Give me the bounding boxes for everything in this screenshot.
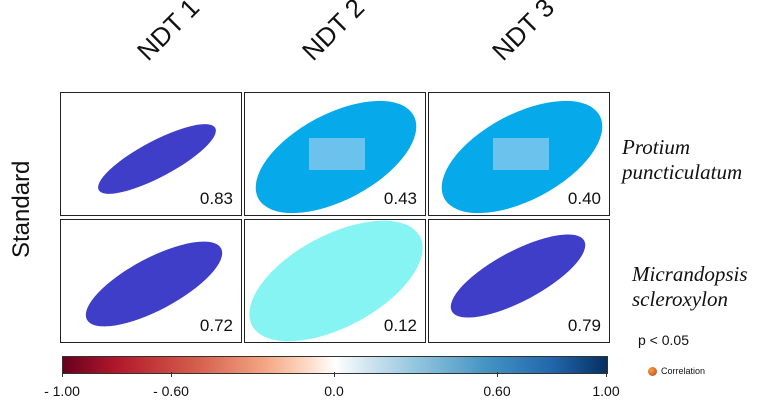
color-scale-bar (62, 356, 608, 374)
significance-box (309, 138, 365, 170)
row-axis-label: Standard (8, 160, 35, 258)
correlation-value: 0.83 (199, 189, 233, 208)
matrix-cell: 0.83 (60, 92, 242, 216)
scale-tick-label: 0.60 (483, 383, 511, 399)
significance-box (493, 138, 549, 170)
correlation-value: 0.43 (383, 189, 417, 208)
correlation-legend-icon (648, 366, 657, 376)
correlation-ellipse (450, 234, 586, 318)
matrix-cell: 0.40 (428, 92, 610, 216)
column-label-ndt-3: NDT 3 (486, 0, 561, 67)
legend-key-label: Correlation (661, 366, 706, 376)
matrix-cell: 0.12 (244, 219, 426, 343)
row-label-protium: Protium puncticulatum (622, 135, 743, 184)
scale-tick (171, 372, 172, 377)
column-label-ndt-2: NDT 2 (296, 0, 371, 67)
legend-key: Correlation (648, 366, 705, 376)
scale-tick (606, 372, 607, 377)
matrix-cell: 0.43 (244, 92, 426, 216)
significance-note: p < 0.05 (638, 332, 689, 348)
scale-tick (334, 372, 335, 377)
matrix-cell: 0.79 (428, 219, 610, 343)
correlation-value: 0.72 (199, 316, 233, 335)
row-label-micrandopsis: Micrandopsis scleroxylon (632, 262, 748, 311)
correlation-value: 0.40 (567, 189, 601, 208)
column-label-ndt-1: NDT 1 (131, 0, 206, 67)
scale-tick (497, 372, 498, 377)
scale-tick-label: - 1.00 (44, 383, 80, 399)
correlation-value: 0.79 (567, 316, 601, 335)
scale-tick-label: 1.00 (592, 383, 620, 399)
scale-tick-label: 0.0 (324, 383, 344, 399)
correlation-ellipse (85, 241, 223, 327)
correlation-ellipse (98, 124, 216, 194)
matrix-cell: 0.72 (60, 219, 242, 343)
correlation-value: 0.12 (383, 316, 417, 335)
correlation-ellipse (249, 220, 423, 342)
scale-tick (62, 372, 63, 377)
scale-tick-label: - 0.60 (153, 383, 189, 399)
